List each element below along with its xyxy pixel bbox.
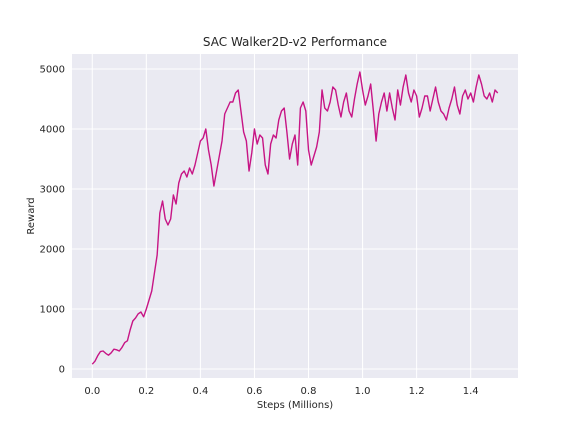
x-tick-label: 1.2 (409, 386, 425, 397)
x-tick-label: 0.4 (192, 386, 208, 397)
y-axis-label: Reward (26, 197, 37, 234)
x-tick-label: 0.2 (138, 386, 154, 397)
x-tick-label: 1.0 (355, 386, 371, 397)
x-tick-label: 1.4 (463, 386, 479, 397)
series-layer (91, 71, 499, 365)
y-tick-label: 3000 (40, 185, 65, 196)
x-tick-label: 0.8 (301, 386, 317, 397)
y-tick-label: 2000 (40, 245, 65, 256)
x-tick-label: 0.6 (247, 386, 263, 397)
y-tick-label: 1000 (40, 305, 65, 316)
x-axis-ticks: 0.0 0.2 0.4 0.6 0.8 1.0 1.2 1.4 (84, 386, 478, 397)
reward-series-line (91, 71, 499, 365)
chart-title: SAC Walker2D-v2 Performance (203, 35, 387, 49)
y-tick-label: 5000 (40, 65, 65, 76)
y-tick-label: 0 (59, 365, 65, 376)
grid-lines (72, 54, 518, 378)
y-axis-ticks: 0 1000 2000 3000 4000 5000 (40, 65, 65, 376)
y-tick-label: 4000 (40, 125, 65, 136)
x-axis-label: Steps (Millions) (257, 400, 333, 411)
x-tick-label: 0.0 (84, 386, 100, 397)
